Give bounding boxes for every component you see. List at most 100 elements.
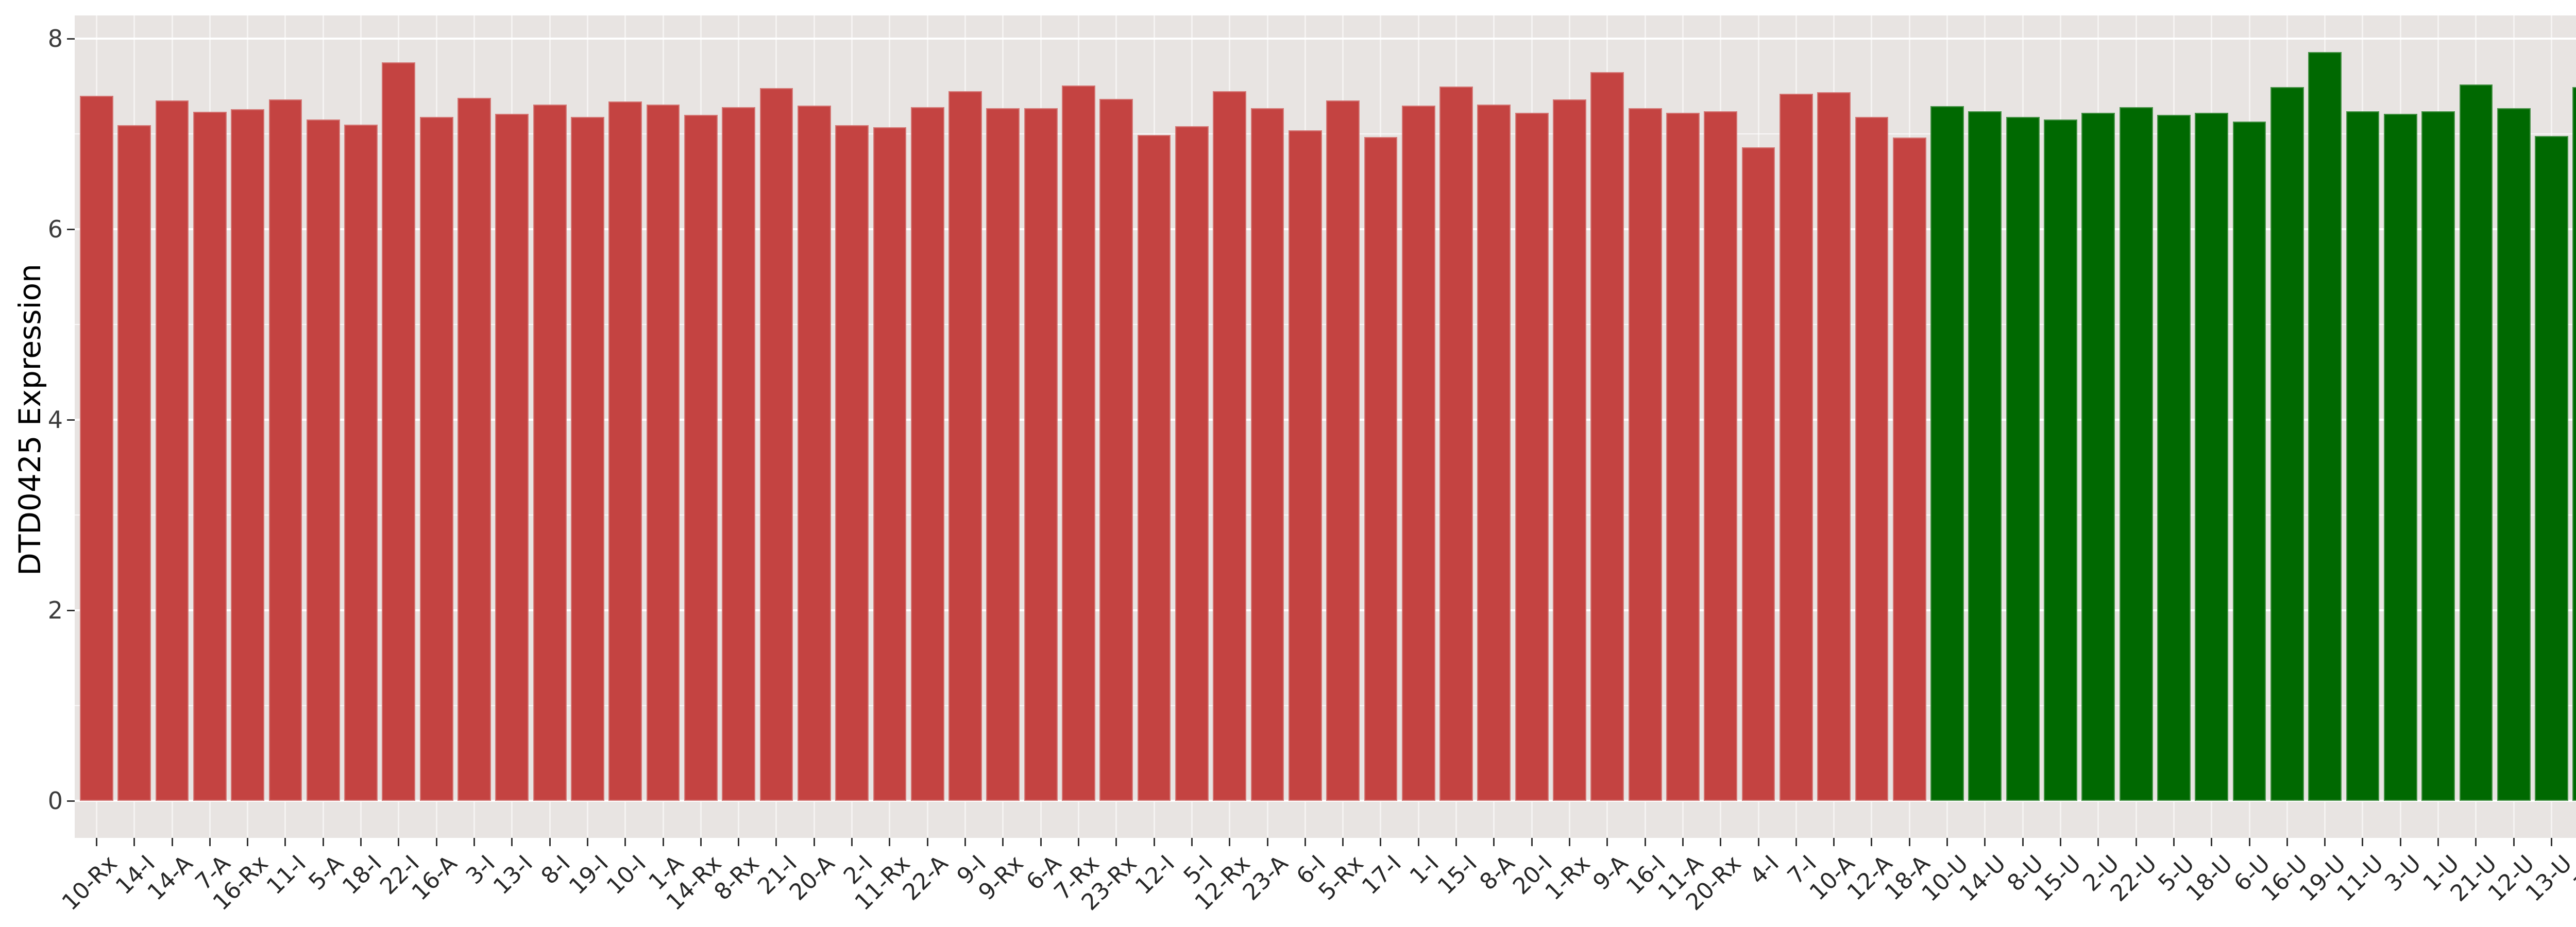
gridline-y-minor [75,133,2576,134]
bar [684,115,718,801]
x-tick-mark [1795,838,1797,846]
bar [910,107,944,801]
bar [1930,106,1964,801]
gridline-y-major [75,609,2576,611]
bar [2195,113,2229,801]
bar [2497,108,2531,801]
gridline-y-major [75,800,2576,802]
bar [2459,84,2493,801]
x-tick-mark [2248,838,2250,846]
x-tick-mark [889,838,891,846]
bar [608,101,642,801]
bar [1024,108,1058,801]
bar [1137,134,1171,801]
bar [986,108,1020,801]
x-tick-mark [322,838,324,846]
x-tick-mark [2097,838,2099,846]
bar [759,88,793,801]
bar [1250,108,1284,801]
y-tick-label: 4 [47,406,63,434]
bar [646,104,680,801]
x-tick-mark [95,838,97,846]
bar [571,116,604,801]
bar [231,109,265,801]
bar [2044,119,2077,801]
x-tick-mark [1493,838,1495,846]
x-tick-mark [964,838,967,846]
x-tick-mark [2060,838,2062,846]
bar [419,116,453,801]
x-tick-mark [473,838,475,846]
x-tick-mark [1153,838,1155,846]
x-tick-mark [700,838,702,846]
x-tick-label: 12-I [1130,850,1180,900]
x-tick-mark [1040,838,1042,846]
x-tick-label: 20-A [784,850,840,906]
bar [2346,111,2380,801]
x-tick-mark [1946,838,1948,846]
y-tick-mark [67,419,75,421]
x-tick-label: 16-A [406,850,463,906]
bar [1855,116,1889,801]
bar [1515,113,1549,801]
x-tick-mark [133,838,135,846]
gridline-y-minor [75,705,2576,706]
x-tick-label: 8-A [1475,850,1520,896]
bar [1892,138,1926,801]
x-tick-label: 11-I [261,850,312,900]
x-tick-mark [171,838,173,846]
bar [533,104,567,801]
x-tick-mark [2399,838,2401,846]
x-tick-label: 5-A [303,850,349,896]
gridline-y-major [75,228,2576,230]
x-tick-mark [2286,838,2288,846]
x-tick-mark [1644,838,1646,846]
bar [2535,135,2568,801]
bar [1288,130,1322,801]
bar [1401,105,1435,801]
bar [1364,136,1398,801]
x-tick-mark [1757,838,1759,846]
bar [1968,111,2002,801]
bar [2572,87,2576,801]
x-tick-mark [284,838,286,846]
x-tick-mark [435,838,437,846]
x-tick-mark [775,838,777,846]
x-tick-label: 9-A [1588,850,1633,896]
bar [835,125,869,801]
bar [1704,111,1738,801]
x-tick-mark [1266,838,1268,846]
x-tick-mark [1720,838,1722,846]
bar [1477,104,1511,801]
bar [1213,91,1247,801]
x-tick-mark [1342,838,1344,846]
x-tick-mark [813,838,815,846]
x-tick-mark [926,838,928,846]
x-tick-mark [398,838,400,846]
x-tick-mark [2437,838,2439,846]
x-tick-mark [586,838,588,846]
x-tick-mark [662,838,664,846]
bar [722,107,756,801]
x-tick-mark [1455,838,1458,846]
y-tick-mark [67,609,75,611]
x-tick-mark [851,838,853,846]
gridline-y-minor [75,514,2576,516]
x-tick-mark [738,838,740,846]
bar [1779,94,1813,801]
x-tick-label: 1-Rx [1540,850,1596,906]
x-tick-label: 4-I [1744,850,1785,890]
x-tick-mark [1984,838,1986,846]
x-tick-label: 22-A [897,850,954,906]
bar [344,124,378,801]
bar [2270,87,2304,801]
x-tick-mark [2022,838,2024,846]
x-tick-mark [360,838,362,846]
bar [2421,111,2455,801]
bar [797,105,831,801]
bar [1741,147,1775,801]
x-tick-mark [549,838,551,846]
gridline-y-major [75,38,2576,40]
x-tick-label: 13-I [488,850,538,900]
x-tick-label: 18-I [337,850,387,900]
